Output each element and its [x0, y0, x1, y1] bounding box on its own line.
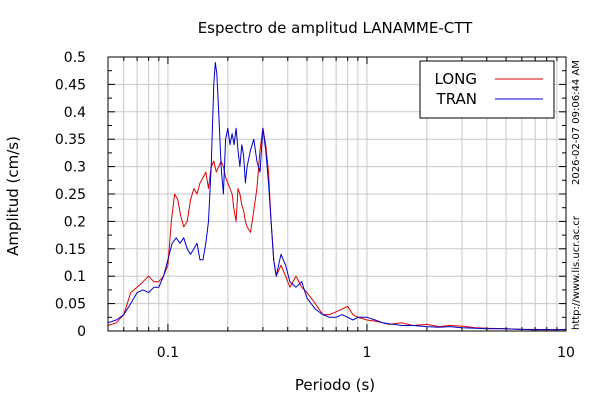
y-tick-label: 0.25 [55, 187, 86, 203]
chart-title: Espectro de amplitud LANAMME-CTT [198, 19, 473, 37]
timestamp-text: 2026-02-07 09:06:44 AM [571, 60, 582, 185]
y-axis-label: Amplitud (cm/s) [4, 136, 22, 256]
series-line-long [107, 127, 567, 331]
legend-label-long: LONG [435, 70, 477, 88]
y-tick-label: 0.05 [55, 297, 86, 313]
y-tick-label: 0.4 [64, 105, 86, 121]
y-tick-label: 0.2 [64, 214, 86, 230]
x-axis-label: Periodo (s) [295, 376, 375, 394]
source-url-text: http://www.lis.ucr.ac.cr [571, 215, 582, 330]
series-layer [107, 62, 567, 331]
y-tick-label: 0.15 [55, 242, 86, 258]
x-tick-label: 10 [557, 345, 575, 361]
series-line-tran [107, 62, 567, 331]
y-tick-label: 0.45 [55, 77, 86, 93]
y-tick-label: 0.1 [64, 269, 86, 285]
legend-box [419, 60, 555, 119]
x-tick-label: 0.1 [157, 345, 179, 361]
y-tick-label: 0.5 [64, 50, 86, 66]
ticks-layer: 0.1 1 10 0 0.05 0.1 0.15 0.2 0.25 0.3 0.35 0.4 0.45 0… [55, 50, 575, 361]
y-tick-label: 0.3 [64, 160, 86, 176]
y-tick-label: 0 [77, 324, 86, 340]
legend: LONG TRAN [419, 60, 555, 119]
x-tick-label: 1 [362, 345, 371, 361]
y-tick-label: 0.35 [55, 132, 86, 148]
legend-label-tran: TRAN [436, 90, 477, 108]
